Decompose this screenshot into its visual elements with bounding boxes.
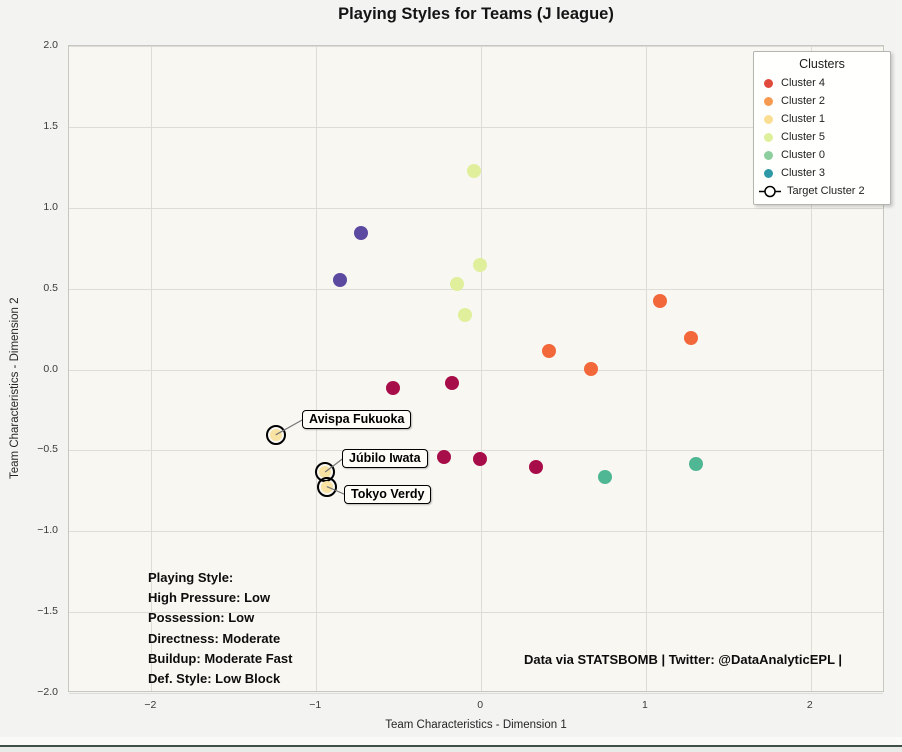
data-point-cluster-maroon — [436, 450, 451, 465]
legend-items: Cluster 4 Cluster 2 Cluster 1 Cluster 5 Clus… — [754, 74, 890, 200]
legend-item: Cluster 1 — [754, 110, 890, 128]
plot-area — [68, 45, 884, 694]
playing-style-line: Buildup: Moderate Fast — [148, 650, 293, 666]
playing-style-line: High Pressure: Low — [148, 590, 271, 606]
legend-item: Target Cluster 2 — [754, 182, 890, 200]
y-tick-label: −2.0 — [37, 686, 58, 698]
gridline-vertical — [316, 46, 318, 691]
gridline-horizontal — [69, 46, 883, 47]
data-point-cluster-yellow-green — [466, 164, 481, 179]
x-tick-label: −2 — [144, 699, 157, 711]
gridline-horizontal — [69, 288, 883, 290]
playing-style-line: Def. Style: Low Block — [148, 671, 281, 687]
playing-style-line: Directness: Moderate — [148, 630, 281, 646]
gridline-horizontal — [69, 612, 883, 614]
data-point-cluster-teal-green — [689, 456, 704, 471]
x-tick-label: 0 — [477, 699, 484, 711]
team-label: Avispa Fukuoka — [302, 410, 412, 429]
legend-swatch-dot — [764, 150, 773, 160]
legend-item-label: Target Cluster 2 — [787, 185, 865, 197]
gridline-horizontal — [69, 369, 883, 371]
legend: Clusters Cluster 4 Cluster 2 Cluster 1 Clus… — [753, 51, 891, 205]
data-point-cluster-yellow-green — [450, 277, 465, 292]
data-point-cluster-purple — [333, 272, 347, 287]
team-label: Tokyo Verdy — [344, 485, 432, 504]
data-point-cluster-maroon — [473, 452, 488, 467]
legend-swatch-dot — [764, 78, 773, 88]
below-edge-strip — [0, 747, 902, 752]
data-point-cluster-orange — [652, 293, 667, 308]
x-tick-label: 2 — [806, 699, 813, 711]
legend-item-label: Cluster 1 — [781, 113, 826, 125]
legend-item-label: Cluster 4 — [781, 77, 826, 89]
legend-item-label: Cluster 2 — [781, 95, 826, 107]
legend-title: Clusters — [799, 57, 845, 71]
y-tick-label: 0.0 — [43, 362, 58, 375]
legend-item: Cluster 0 — [754, 146, 890, 164]
legend-item-label: Cluster 0 — [781, 149, 826, 161]
target-ring — [265, 424, 286, 445]
gridline-vertical — [810, 46, 812, 691]
target-marker-icon — [759, 185, 781, 197]
playing-style-annotation: Playing Style: High Pressure: Low Possessi… — [148, 568, 292, 689]
bottom-band — [0, 737, 902, 745]
legend-item: Cluster 4 — [754, 74, 890, 92]
team-label: Júbilo Iwata — [342, 449, 428, 468]
y-tick-label: −1.0 — [37, 524, 58, 537]
data-point-cluster-orange — [583, 361, 598, 376]
data-point-cluster-yellow-green — [473, 257, 488, 272]
y-tick-label: 1.0 — [43, 200, 58, 213]
target-ring — [316, 476, 337, 497]
legend-swatch-dot — [764, 132, 773, 142]
y-tick-label: 0.5 — [43, 281, 58, 294]
x-axis-label: Team Characteristics - Dimension 1 — [385, 719, 567, 731]
playing-style-line: Playing Style: — [148, 570, 234, 585]
chart-title: Playing Styles for Teams (J league) — [338, 5, 614, 23]
gridline-horizontal — [69, 693, 883, 694]
gridline-horizontal — [69, 450, 883, 452]
legend-swatch-dot — [764, 168, 773, 178]
data-point-cluster-orange — [684, 330, 699, 345]
legend-swatch-dot — [764, 114, 773, 124]
gridline-horizontal — [69, 207, 883, 209]
legend-item-label: Cluster 5 — [781, 131, 826, 143]
x-tick-label: 1 — [642, 699, 648, 711]
y-tick-label: −0.5 — [37, 443, 58, 456]
legend-item: Cluster 2 — [754, 92, 890, 110]
gridline-horizontal — [69, 531, 883, 533]
attribution-text: Data via STATSBOMB | Twitter: @DataAnaly… — [523, 652, 843, 667]
data-point-cluster-teal-green — [598, 469, 613, 484]
gridline-vertical — [481, 46, 483, 691]
gridline-vertical — [645, 46, 647, 691]
data-point-cluster-orange — [542, 343, 557, 358]
data-point-cluster-maroon — [385, 380, 400, 395]
data-point-cluster-yellow-green — [458, 308, 473, 323]
legend-item: Cluster 5 — [754, 128, 890, 146]
x-tick-label: −1 — [309, 699, 322, 711]
y-tick-label: −1.5 — [37, 605, 58, 618]
data-point-cluster-maroon — [445, 376, 460, 391]
gridline-vertical — [151, 46, 153, 691]
legend-swatch-dot — [764, 96, 773, 106]
y-tick-label: 2.0 — [43, 39, 58, 51]
y-tick-label: 1.5 — [43, 119, 58, 132]
window-edge — [0, 745, 902, 747]
data-point-cluster-maroon — [529, 460, 544, 475]
legend-item: Cluster 3 — [754, 164, 890, 182]
data-point-cluster-purple — [354, 225, 369, 240]
playing-style-line: Possession: Low — [148, 610, 255, 626]
legend-item-label: Cluster 3 — [781, 167, 826, 179]
gridline-horizontal — [69, 126, 883, 128]
